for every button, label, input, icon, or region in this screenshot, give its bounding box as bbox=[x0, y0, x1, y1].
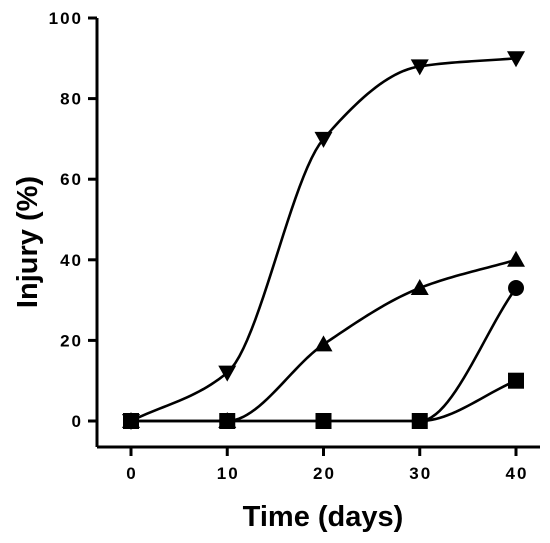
series-triangle-down-curve bbox=[130, 57, 517, 423]
y-tick-label: 60 bbox=[60, 170, 83, 189]
data-point-triangle-down bbox=[218, 365, 237, 382]
data-point-square bbox=[123, 413, 139, 429]
y-tick-label: 40 bbox=[60, 251, 83, 270]
x-tick-label: 0 bbox=[126, 464, 137, 483]
y-tick-label: 20 bbox=[60, 331, 83, 350]
x-axis-title: Time (days) bbox=[243, 501, 404, 533]
y-tick-label: 0 bbox=[72, 412, 83, 431]
data-point-circle bbox=[508, 280, 524, 297]
y-axis-title: Injury (%) bbox=[12, 176, 44, 308]
data-point-triangle-up bbox=[410, 279, 429, 296]
data-point-square bbox=[219, 413, 236, 429]
data-point-triangle-down bbox=[314, 131, 333, 148]
data-point-square bbox=[508, 372, 524, 389]
data-point-triangle-down bbox=[410, 59, 429, 76]
data-point-triangle-down bbox=[507, 51, 525, 68]
y-tick-label: 80 bbox=[60, 90, 83, 109]
y-tick-label: 100 bbox=[49, 9, 83, 28]
series-markers bbox=[122, 51, 525, 430]
data-point-square bbox=[411, 413, 428, 429]
x-tick-label: 20 bbox=[313, 464, 336, 483]
data-point-triangle-up bbox=[314, 335, 333, 352]
data-point-square bbox=[315, 413, 332, 429]
x-tick-label: 10 bbox=[217, 464, 240, 483]
x-ticks: 0 10 20 30 40 bbox=[126, 447, 529, 483]
x-tick-label: 30 bbox=[409, 464, 432, 483]
series-circle-curve bbox=[131, 287, 518, 423]
x-tick-label: 40 bbox=[506, 464, 529, 483]
axes bbox=[95, 18, 540, 449]
y-ticks: 0 20 40 60 80 100 bbox=[49, 9, 97, 431]
series-curves bbox=[130, 57, 518, 423]
data-point-triangle-up bbox=[507, 250, 525, 267]
